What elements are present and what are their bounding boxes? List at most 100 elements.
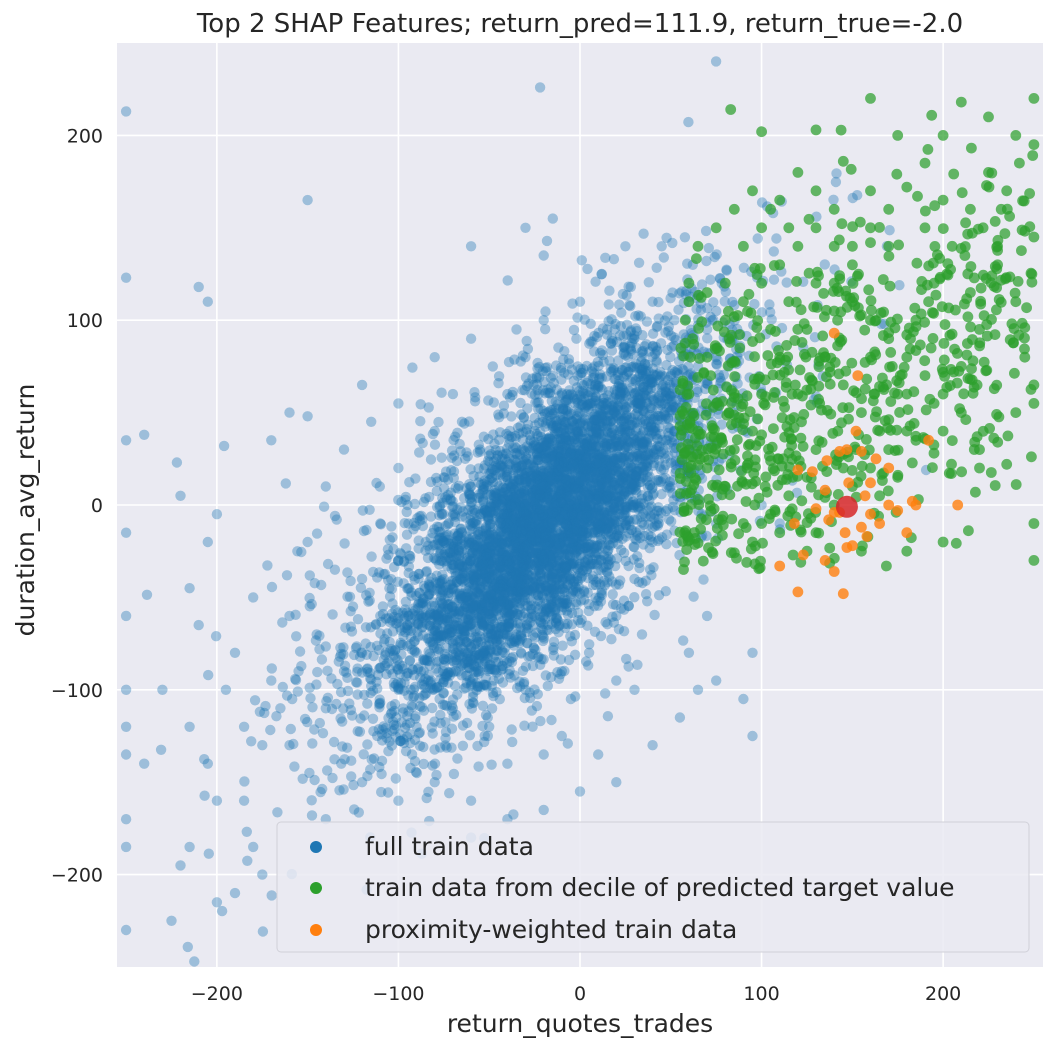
data-point-full-train xyxy=(534,564,545,575)
data-point-full-train xyxy=(488,506,499,517)
data-point-full-train xyxy=(141,589,153,600)
data-point-full-train xyxy=(503,500,514,511)
data-point-full-train xyxy=(559,448,570,460)
data-point-full-train xyxy=(620,403,632,414)
data-point-full-train xyxy=(522,558,533,569)
data-point-full-train xyxy=(609,514,620,525)
data-point-full-train xyxy=(572,573,583,584)
data-point-full-train xyxy=(499,607,510,618)
data-point-full-train xyxy=(643,277,654,288)
data-point-full-train xyxy=(619,427,631,438)
data-point-full-train xyxy=(581,542,592,553)
data-point-full-train xyxy=(525,515,536,527)
data-point-full-train xyxy=(522,512,533,524)
data-point-full-train xyxy=(453,666,464,677)
data-point-full-train xyxy=(453,559,464,570)
data-point-full-train xyxy=(585,420,596,432)
data-point-full-train xyxy=(427,760,438,771)
data-point-full-train xyxy=(257,926,269,937)
data-point-full-train xyxy=(656,489,667,500)
data-point-full-train xyxy=(547,544,558,556)
data-point-full-train xyxy=(454,589,465,600)
data-point-full-train xyxy=(469,575,480,586)
data-point-full-train xyxy=(452,753,463,764)
data-point-full-train xyxy=(566,607,578,619)
data-point-full-train xyxy=(216,905,228,917)
data-point-full-train xyxy=(459,592,470,603)
data-point-full-train xyxy=(540,534,551,545)
data-point-full-train xyxy=(544,539,555,550)
data-point-full-train xyxy=(543,560,554,571)
data-point-full-train xyxy=(584,548,595,560)
data-point-full-train xyxy=(623,560,634,572)
data-point-full-train xyxy=(536,568,547,580)
data-point-full-train xyxy=(620,500,631,511)
data-point-full-train xyxy=(540,306,551,317)
data-point-full-train xyxy=(463,656,475,668)
data-point-full-train xyxy=(531,485,542,496)
data-point-full-train xyxy=(285,723,296,735)
data-point-full-train xyxy=(636,356,647,367)
data-point-full-train xyxy=(423,786,434,797)
data-point-full-train xyxy=(203,848,214,859)
data-point-full-train xyxy=(477,540,489,552)
data-point-full-train xyxy=(619,413,631,424)
data-point-full-train xyxy=(557,415,568,426)
data-point-full-train xyxy=(625,326,636,337)
data-point-full-train xyxy=(603,497,614,508)
data-point-full-train xyxy=(550,494,561,505)
data-point-full-train xyxy=(203,669,214,681)
data-point-full-train xyxy=(312,666,323,678)
data-point-full-train xyxy=(435,584,446,595)
data-point-full-train xyxy=(533,489,544,501)
data-point-full-train xyxy=(436,452,447,463)
data-point-full-train xyxy=(662,503,673,515)
data-point-full-train xyxy=(327,772,338,784)
data-point-full-train xyxy=(606,422,617,433)
data-point-full-train xyxy=(515,628,527,639)
data-point-full-train xyxy=(568,324,580,336)
data-point-full-train xyxy=(506,724,517,735)
data-point-full-train xyxy=(434,559,445,570)
data-point-full-train xyxy=(342,591,353,602)
data-point-full-train xyxy=(507,543,518,554)
data-point-full-train xyxy=(606,314,617,325)
data-point-full-train xyxy=(604,491,616,502)
data-point-full-train xyxy=(500,584,511,595)
data-point-full-train xyxy=(491,487,502,498)
data-point-full-train xyxy=(437,535,448,547)
data-point-full-train xyxy=(467,618,478,629)
data-point-full-train xyxy=(535,489,546,501)
data-point-full-train xyxy=(623,490,634,501)
data-point-full-train xyxy=(632,437,644,448)
data-point-full-train xyxy=(568,483,580,494)
data-point-full-train xyxy=(527,460,539,471)
data-point-full-train xyxy=(591,464,602,475)
data-point-full-train xyxy=(346,771,357,782)
data-point-full-train xyxy=(582,460,593,471)
data-point-full-train xyxy=(541,546,553,557)
data-point-full-train xyxy=(598,448,609,460)
data-point-full-train xyxy=(663,326,674,337)
data-point-full-train xyxy=(660,410,671,421)
data-point-full-train xyxy=(540,518,551,529)
data-point-full-train xyxy=(606,576,618,587)
data-point-full-train xyxy=(460,567,471,578)
data-point-full-train xyxy=(509,454,521,466)
data-point-full-train xyxy=(594,481,605,493)
data-point-full-train xyxy=(362,666,373,678)
data-point-full-train xyxy=(564,435,575,446)
data-point-full-train xyxy=(548,636,560,647)
data-point-full-train xyxy=(518,489,529,500)
data-point-full-train xyxy=(488,652,499,663)
data-point-full-train xyxy=(614,299,625,310)
data-point-full-train xyxy=(497,647,508,658)
data-point-full-train xyxy=(604,409,616,421)
data-point-full-train xyxy=(539,476,550,488)
data-point-full-train xyxy=(544,476,555,487)
data-point-full-train xyxy=(415,416,426,427)
data-point-full-train xyxy=(550,498,561,509)
data-point-full-train xyxy=(384,617,396,628)
data-point-full-train xyxy=(673,304,684,315)
data-point-full-train xyxy=(499,624,510,635)
